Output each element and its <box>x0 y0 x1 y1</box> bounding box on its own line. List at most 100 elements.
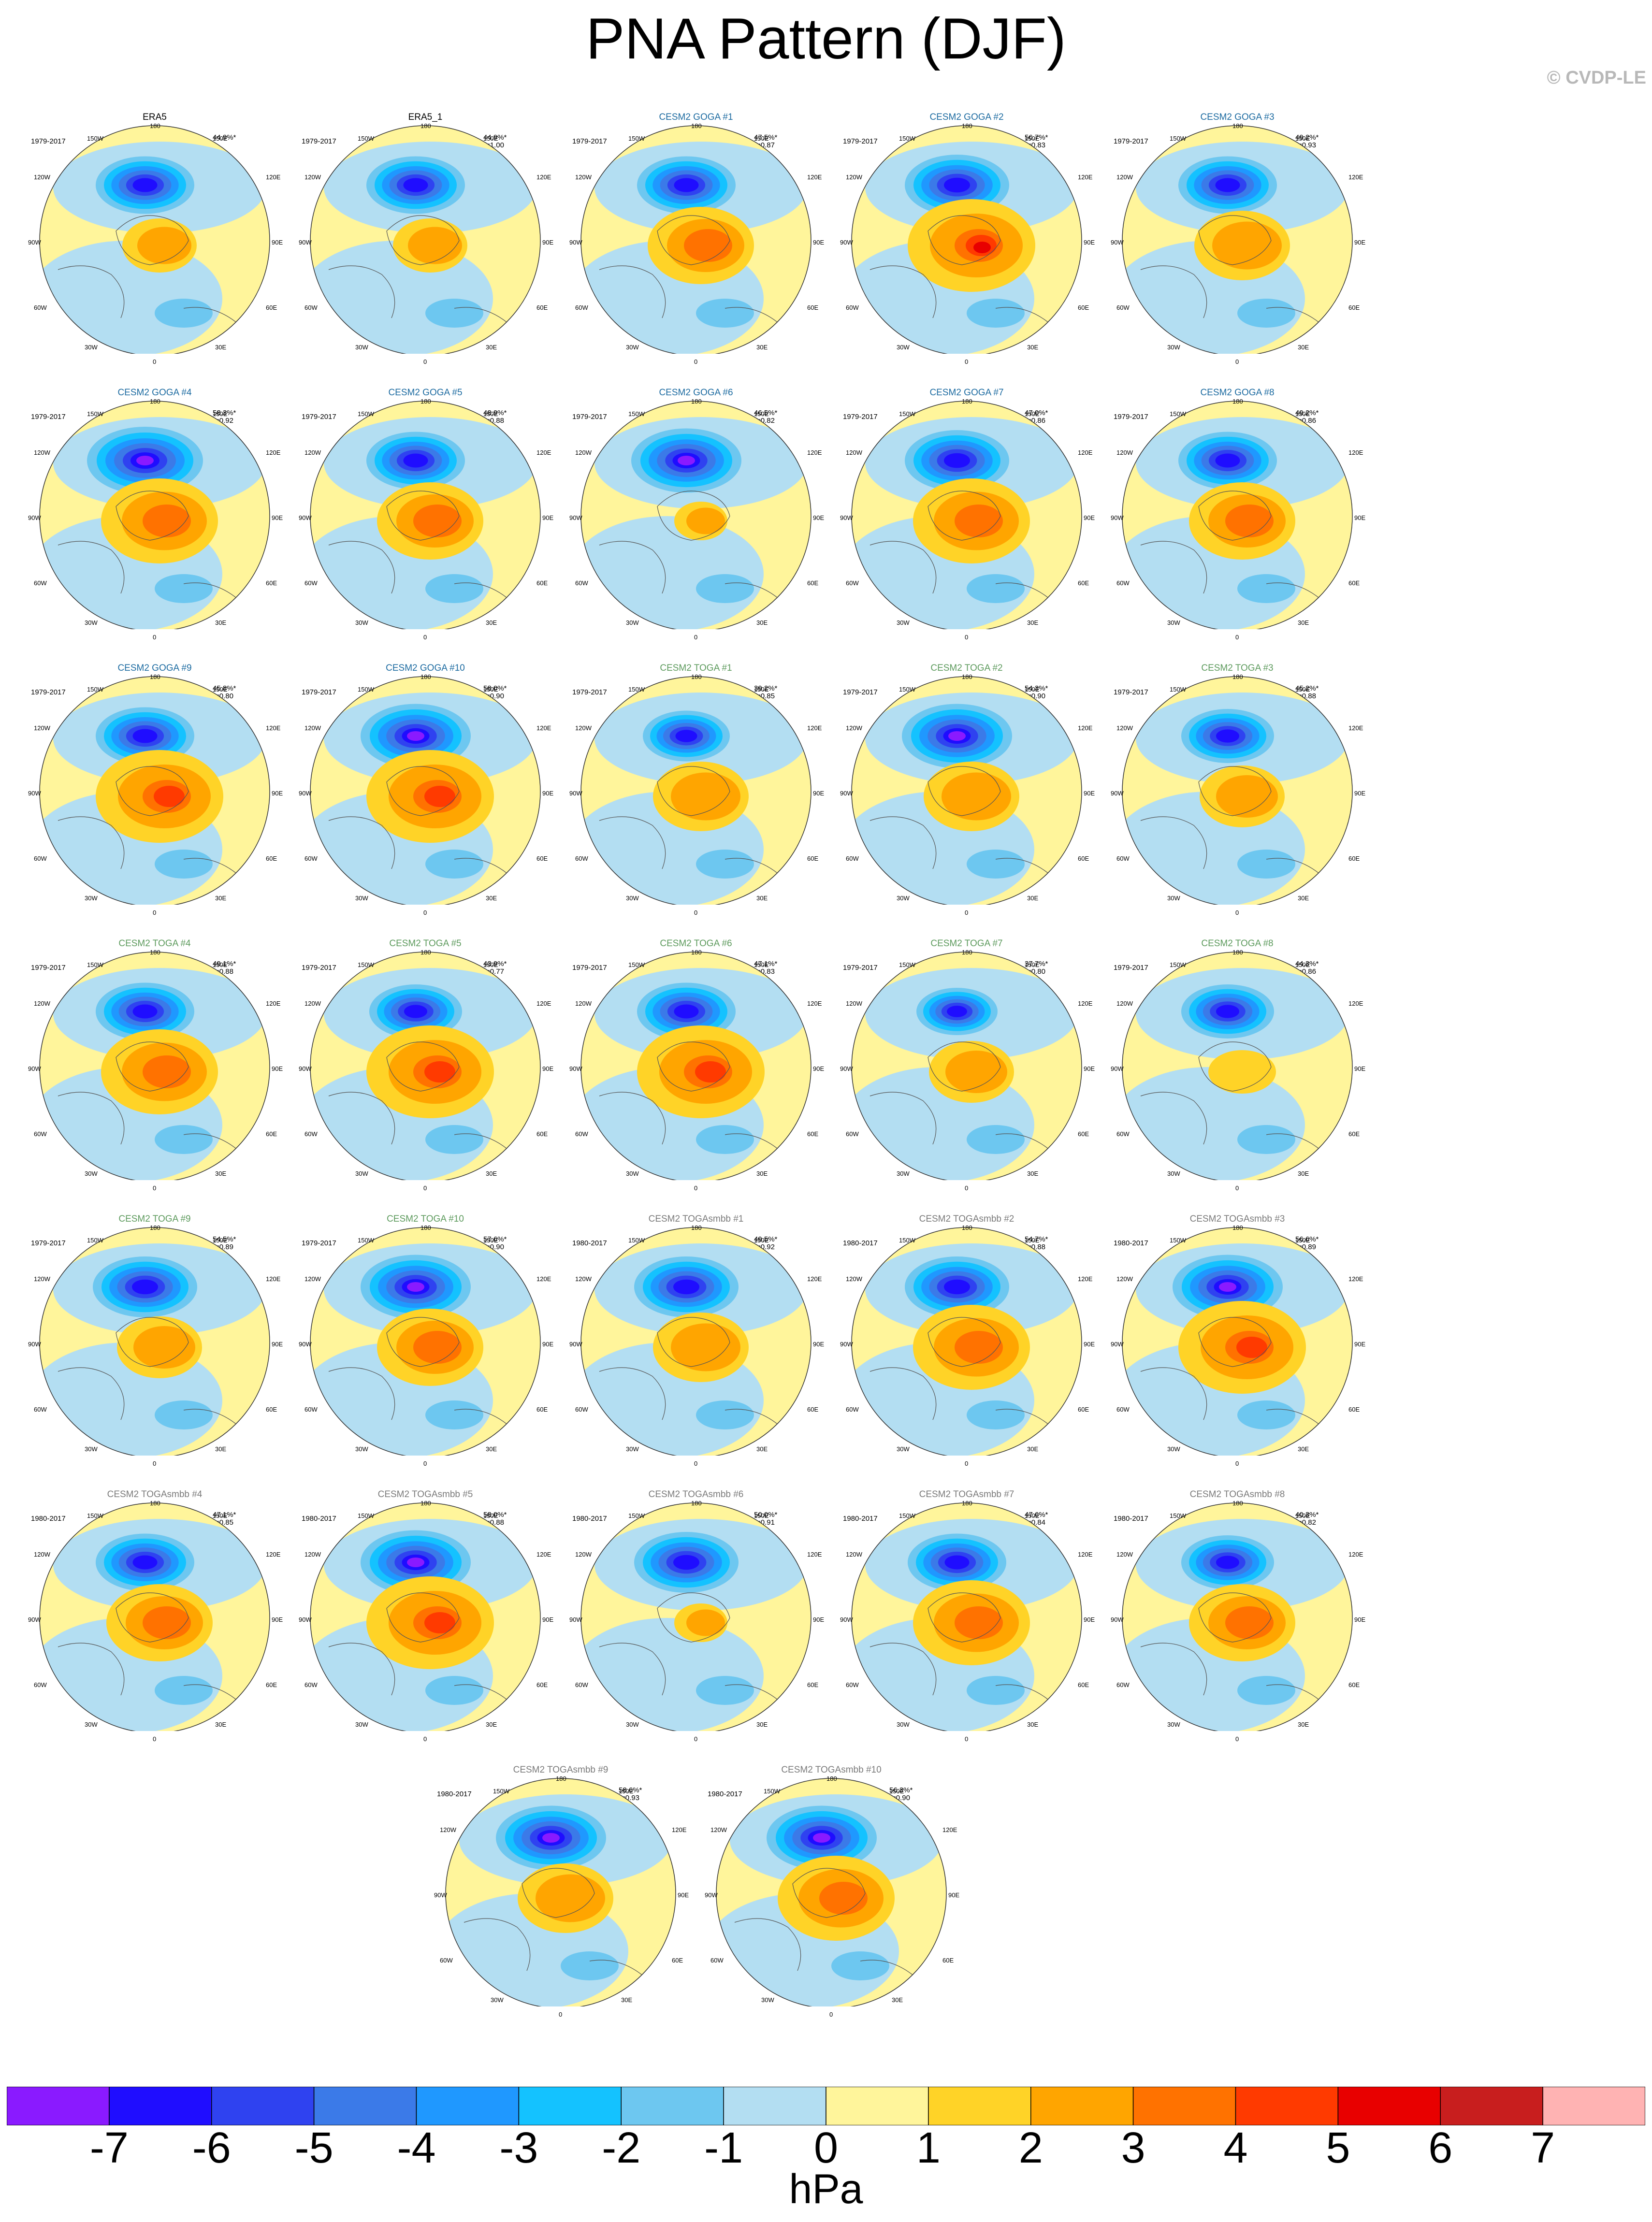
panel-years: 1979-2017 <box>302 964 336 972</box>
longitude-label: 90E <box>542 514 554 521</box>
longitude-label: 180 <box>150 949 160 956</box>
low-contour <box>944 453 970 468</box>
longitude-label: 120W <box>304 724 321 732</box>
map-panel: CESM2 GOGA #7 1979-2017 47.0%* r=0.86 180 150… <box>831 388 1102 641</box>
coastline <box>58 1643 125 1696</box>
colorbar-segment <box>928 2087 1031 2125</box>
polar-map <box>580 1227 812 1456</box>
longitude-label: 60E <box>1348 579 1360 587</box>
longitude-label: 150W <box>899 686 915 693</box>
map-panel: CESM2 TOGA #7 1979-2017 37.7%* r=0.80 180 150… <box>831 938 1102 1192</box>
longitude-label: 150E <box>483 135 498 142</box>
longitude-label: 180 <box>420 1224 431 1231</box>
high-contour <box>955 1331 1003 1364</box>
longitude-label: 150W <box>358 1512 374 1519</box>
secondary-low <box>967 850 1025 879</box>
panel-variance-percent: 48.9%* <box>483 409 507 417</box>
longitude-label: 60W <box>575 1681 588 1688</box>
longitude-label: 150W <box>358 1237 374 1244</box>
longitude-label: 120W <box>304 1275 321 1283</box>
longitude-label: 60W <box>575 855 588 862</box>
panel-title: CESM2 TOGAsmbb #10 <box>781 1765 882 1775</box>
longitude-label: 30W <box>85 1721 98 1728</box>
secondary-low <box>425 1125 483 1154</box>
panel-variance-percent: 49.5%* <box>754 1235 778 1243</box>
longitude-label: 120W <box>846 724 862 732</box>
high-contour <box>1216 775 1278 818</box>
colorbar-segment <box>1542 2087 1645 2125</box>
map-panel: CESM2 TOGA #6 1979-2017 47.1%* r=0.83 180 150… <box>561 938 831 1192</box>
polar-map <box>39 125 270 354</box>
panel-title: CESM2 TOGAsmbb #1 <box>648 1214 744 1224</box>
polar-map <box>851 1227 1082 1456</box>
longitude-label: 90W <box>1111 790 1124 797</box>
longitude-label: 90W <box>840 1341 853 1348</box>
panel-years: 1980-2017 <box>31 1515 66 1523</box>
longitude-label: 30W <box>85 619 98 626</box>
longitude-label: 60W <box>846 304 859 311</box>
panel-title: CESM2 TOGAsmbb #8 <box>1189 1489 1285 1500</box>
panel-title: CESM2 TOGAsmbb #2 <box>919 1214 1014 1224</box>
longitude-label: 30W <box>897 619 910 626</box>
longitude-label: 120E <box>1078 724 1093 732</box>
panel-years: 1979-2017 <box>1114 964 1148 972</box>
longitude-label: 60W <box>846 855 859 862</box>
longitude-label: 150W <box>899 961 915 968</box>
longitude-label: 30W <box>1167 344 1180 351</box>
panel-variance-percent: 58.3%* <box>213 409 236 417</box>
longitude-label: 180 <box>826 1775 837 1782</box>
longitude-label: 120W <box>34 1000 50 1007</box>
panel-years: 1979-2017 <box>302 413 336 421</box>
panel-years: 1979-2017 <box>572 413 607 421</box>
longitude-label: 60W <box>1116 1681 1130 1688</box>
colorbar-segment <box>211 2087 315 2125</box>
longitude-label: 120E <box>1348 1000 1363 1007</box>
colorbar-tick-label: -3 <box>499 2124 538 2172</box>
longitude-label: 30E <box>215 619 227 626</box>
coastline <box>599 1643 666 1696</box>
longitude-label: 60W <box>710 1957 724 1964</box>
longitude-label: 120E <box>1348 1551 1363 1558</box>
panel-variance-percent: 56.6%* <box>1295 1235 1319 1243</box>
longitude-label: 90E <box>948 1891 960 1899</box>
low-contour <box>944 1555 970 1570</box>
panel-variance-percent: 56.3%* <box>889 1786 913 1794</box>
longitude-label: 60W <box>846 1681 859 1688</box>
coastline <box>869 1092 937 1145</box>
longitude-label: 180 <box>420 398 431 405</box>
longitude-label: 0 <box>965 1460 969 1467</box>
coastline <box>1198 215 1272 265</box>
coastline <box>657 1317 730 1367</box>
polar-map <box>580 401 812 629</box>
longitude-label: 60E <box>1348 304 1360 311</box>
high-contour <box>154 786 185 807</box>
low-contour <box>674 1004 699 1019</box>
low-core <box>678 456 695 465</box>
longitude-label: 150W <box>87 961 103 968</box>
panel-title: CESM2 GOGA #4 <box>117 388 192 398</box>
longitude-label: 150E <box>213 135 228 142</box>
panel-variance-percent: 58.6%* <box>619 1786 642 1794</box>
longitude-label: 150W <box>899 410 915 418</box>
longitude-label: 120W <box>304 1000 321 1007</box>
high-core <box>973 242 991 253</box>
longitude-label: 90E <box>1354 1341 1366 1348</box>
coastline <box>1140 265 1207 318</box>
map-border <box>580 952 812 1180</box>
longitude-label: 150E <box>213 1512 228 1519</box>
map-border <box>1122 1502 1353 1731</box>
colorbar-segment <box>723 2087 826 2125</box>
longitude-label: 180 <box>962 122 972 130</box>
map-border <box>580 676 812 905</box>
high-contour <box>945 1051 1007 1093</box>
panel-title: CESM2 TOGAsmbb #7 <box>919 1489 1014 1500</box>
longitude-label: 120W <box>575 1551 592 1558</box>
longitude-label: 150E <box>1295 1237 1310 1244</box>
longitude-label: 150E <box>213 961 228 968</box>
longitude-label: 60W <box>575 304 588 311</box>
low-core <box>542 1833 560 1843</box>
map-panel: CESM2 TOGAsmbb #10 1980-2017 56.3%* r=0.90 1… <box>696 1765 967 2018</box>
high-contour <box>424 1612 455 1633</box>
longitude-label: 30E <box>1298 895 1309 902</box>
map-border <box>310 1227 541 1456</box>
